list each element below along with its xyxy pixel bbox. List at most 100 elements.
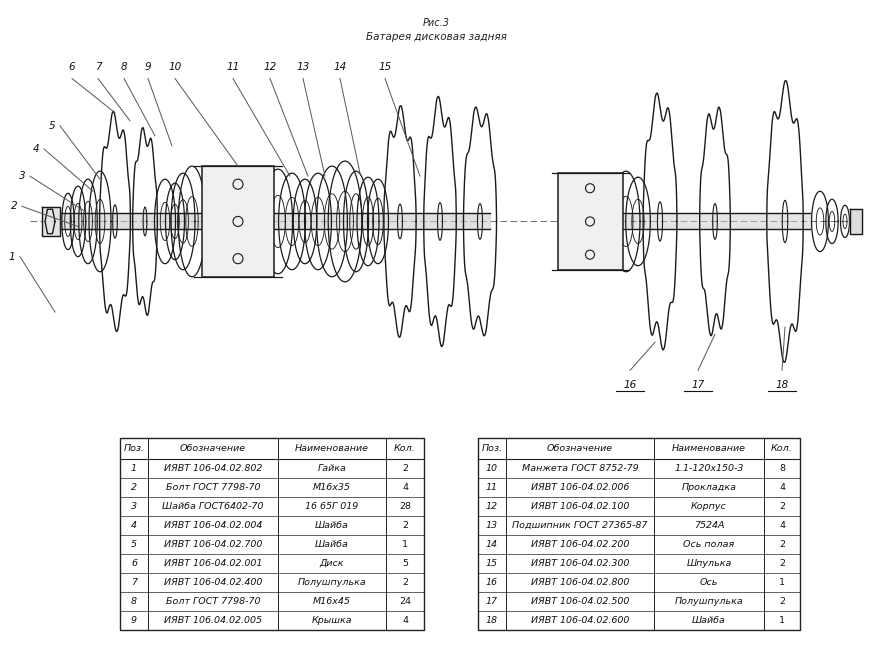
- Text: Ось полая: Ось полая: [684, 540, 734, 549]
- Text: 7: 7: [131, 578, 137, 587]
- Text: 4: 4: [32, 144, 39, 154]
- Text: Рис.3: Рис.3: [423, 18, 449, 28]
- Text: Наименование: Наименование: [295, 444, 369, 453]
- Text: 16 65Г 019: 16 65Г 019: [305, 502, 358, 511]
- Text: 15: 15: [486, 559, 498, 568]
- Text: Шайба: Шайба: [315, 521, 349, 530]
- Text: 10: 10: [486, 464, 498, 473]
- Text: Крышка: Крышка: [311, 616, 352, 625]
- Text: ИЯВТ 106-04.02.802: ИЯВТ 106-04.02.802: [164, 464, 262, 473]
- Text: Болт ГОСТ 7798-70: Болт ГОСТ 7798-70: [166, 597, 260, 606]
- Text: Манжета ГОСТ 8752-79: Манжета ГОСТ 8752-79: [521, 464, 638, 473]
- Text: 14: 14: [333, 63, 347, 72]
- Text: 5: 5: [402, 559, 408, 568]
- Text: Батарея дисковая задняя: Батарея дисковая задняя: [365, 32, 507, 42]
- Text: Болт ГОСТ 7798-70: Болт ГОСТ 7798-70: [166, 483, 260, 492]
- Text: Наименование: Наименование: [672, 444, 746, 453]
- Text: 1: 1: [779, 616, 785, 625]
- Text: М16х35: М16х35: [313, 483, 351, 492]
- Text: ИЯВТ 106-04.02.800: ИЯВТ 106-04.02.800: [531, 578, 630, 587]
- Text: 2: 2: [10, 202, 17, 211]
- Text: Обозначение: Обозначение: [180, 444, 246, 453]
- Text: 5: 5: [131, 540, 137, 549]
- Text: 13: 13: [296, 63, 310, 72]
- Text: Обозначение: Обозначение: [547, 444, 613, 453]
- Bar: [478, 439, 800, 630]
- Text: 2: 2: [779, 502, 785, 511]
- Text: ИЯВТ 106.04.02.005: ИЯВТ 106.04.02.005: [164, 616, 262, 625]
- Text: 11: 11: [486, 483, 498, 492]
- Text: 6: 6: [69, 63, 75, 72]
- Text: 17: 17: [486, 597, 498, 606]
- Text: 8: 8: [131, 597, 137, 606]
- Text: 6: 6: [131, 559, 137, 568]
- Text: Поз.: Поз.: [124, 444, 145, 453]
- Text: 1.1-120х150-3: 1.1-120х150-3: [674, 464, 744, 473]
- Text: 9: 9: [131, 616, 137, 625]
- Text: 16: 16: [486, 578, 498, 587]
- Text: 28: 28: [399, 502, 411, 511]
- Text: 4: 4: [402, 483, 408, 492]
- Text: Полушпулька: Полушпулька: [297, 578, 366, 587]
- Text: Поз.: Поз.: [481, 444, 502, 453]
- Text: 3: 3: [131, 502, 137, 511]
- Text: М16х45: М16х45: [313, 597, 351, 606]
- Text: Ось: Ось: [700, 578, 719, 587]
- Text: ИЯВТ 106-04.02.500: ИЯВТ 106-04.02.500: [531, 597, 630, 606]
- Bar: [120, 439, 424, 630]
- Text: 9: 9: [145, 63, 152, 72]
- Text: 5: 5: [49, 121, 55, 131]
- Text: Полушпулька: Полушпулька: [675, 597, 743, 606]
- Text: 10: 10: [168, 63, 181, 72]
- Text: 1: 1: [9, 252, 16, 262]
- Text: 1: 1: [131, 464, 137, 473]
- Text: 4: 4: [779, 521, 785, 530]
- Text: ИЯВТ 106-04.02.001: ИЯВТ 106-04.02.001: [164, 559, 262, 568]
- Text: ИЯВТ 106-04.02.400: ИЯВТ 106-04.02.400: [164, 578, 262, 587]
- Text: 17: 17: [691, 380, 705, 390]
- Text: 3: 3: [18, 171, 25, 181]
- Text: 7524А: 7524А: [694, 521, 725, 530]
- Text: 12: 12: [263, 63, 276, 72]
- Text: 24: 24: [399, 597, 411, 606]
- Text: 12: 12: [486, 502, 498, 511]
- Bar: [202, 166, 274, 276]
- Text: ИЯВТ 106-04.02.004: ИЯВТ 106-04.02.004: [164, 521, 262, 530]
- Text: 2: 2: [779, 540, 785, 549]
- Text: 8: 8: [120, 63, 127, 72]
- Text: 2: 2: [131, 483, 137, 492]
- Text: 4: 4: [131, 521, 137, 530]
- Text: Шайба: Шайба: [315, 540, 349, 549]
- Text: 13: 13: [486, 521, 498, 530]
- Text: Диск: Диск: [320, 559, 344, 568]
- Text: ИЯВТ 106-04.02.700: ИЯВТ 106-04.02.700: [164, 540, 262, 549]
- Text: ИЯВТ 106-04.02.600: ИЯВТ 106-04.02.600: [531, 616, 630, 625]
- Text: Шпулька: Шпулька: [686, 559, 732, 568]
- Text: 14: 14: [486, 540, 498, 549]
- Text: 2: 2: [402, 578, 408, 587]
- Text: ИЯВТ 106-04.02.200: ИЯВТ 106-04.02.200: [531, 540, 630, 549]
- Text: 18: 18: [775, 380, 788, 390]
- Text: 2: 2: [779, 597, 785, 606]
- Text: Прокладка: Прокладка: [682, 483, 737, 492]
- Text: ИЯВТ 106-04.02.300: ИЯВТ 106-04.02.300: [531, 559, 630, 568]
- Text: 4: 4: [779, 483, 785, 492]
- Text: Корпус: Корпус: [691, 502, 727, 511]
- Text: ИЯВТ 106-04.02.006: ИЯВТ 106-04.02.006: [531, 483, 630, 492]
- Text: 8: 8: [779, 464, 785, 473]
- Text: 2: 2: [779, 559, 785, 568]
- Bar: [558, 173, 623, 270]
- Text: 2: 2: [402, 521, 408, 530]
- Text: 11: 11: [227, 63, 240, 72]
- Text: 1: 1: [402, 540, 408, 549]
- Text: 1: 1: [779, 578, 785, 587]
- Text: Кол.: Кол.: [771, 444, 793, 453]
- Text: 4: 4: [402, 616, 408, 625]
- Text: Кол.: Кол.: [394, 444, 416, 453]
- Text: 15: 15: [378, 63, 392, 72]
- Text: Гайка: Гайка: [317, 464, 346, 473]
- Text: Шайба ГОСТ6402-70: Шайба ГОСТ6402-70: [162, 502, 263, 511]
- Text: Шайба: Шайба: [692, 616, 726, 625]
- Text: 7: 7: [95, 63, 101, 72]
- Text: ИЯВТ 106-04.02.100: ИЯВТ 106-04.02.100: [531, 502, 630, 511]
